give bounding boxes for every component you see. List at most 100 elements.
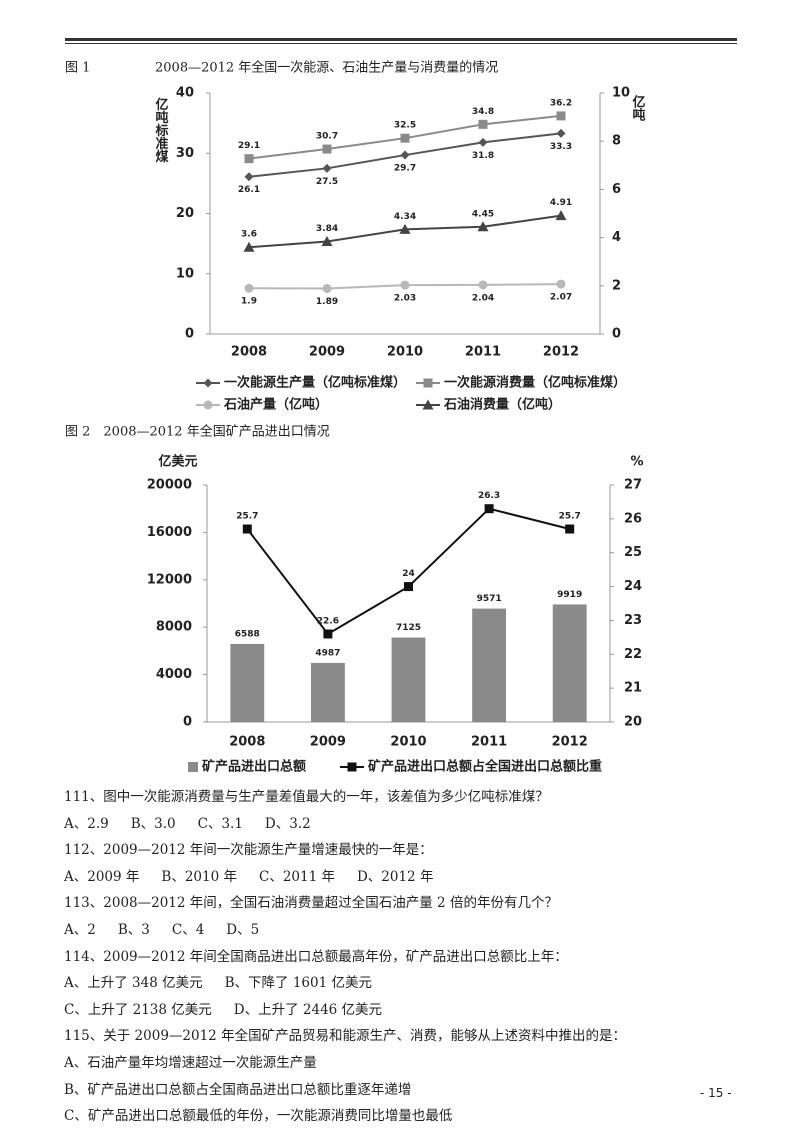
- legend-label: 一次能源生产量（亿吨标准煤）: [224, 375, 406, 391]
- y-tick-label: 20: [176, 206, 194, 221]
- data-label: 33.3: [550, 142, 572, 152]
- x-tick-label: 2010: [390, 735, 426, 750]
- axis-title: 亿美元: [158, 454, 197, 470]
- chart-title: 图 2 2008—2012 年全国矿产品进出口情况: [65, 424, 330, 440]
- marker: [243, 241, 255, 252]
- option-row: C、上升了 2138 亿美元 D、上升了 2446 亿美元: [64, 997, 744, 1024]
- option: B、3.0: [130, 815, 176, 832]
- option: C、矿产品进出口总额最低的年份，一次能源消费同比增量也最低: [64, 1108, 453, 1125]
- question-stem: 111、图中一次能源消费量与生产量差值最大的一年，该差值为多少亿吨标准煤？: [64, 789, 549, 805]
- marker: [244, 154, 254, 164]
- option: C、上升了 2138 亿美元: [64, 1001, 212, 1018]
- y2-tick-label: 24: [624, 579, 642, 594]
- data-label: 34.8: [472, 107, 494, 117]
- option: A、2009 年: [64, 868, 140, 885]
- option: B、矿产品进出口总额占全国商品进出口总额比重逐年递增: [64, 1081, 412, 1098]
- y2-tick-label: 0: [612, 327, 621, 342]
- y2-tick-label: 27: [624, 478, 642, 493]
- option-row: A、2 B、3 C、4 D、5: [64, 917, 744, 944]
- y-tick-label: 16000: [147, 525, 192, 540]
- marker: [404, 582, 413, 592]
- marker: [322, 163, 332, 173]
- data-label: 25.7: [559, 512, 581, 522]
- data-label: 3.84: [316, 224, 338, 234]
- marker: [323, 629, 333, 639]
- question-stem: 112、2009—2012 年间一次能源生产量增速最快的一年是：: [64, 842, 433, 859]
- bar: [472, 608, 507, 722]
- x-tick-label: 2010: [387, 345, 423, 360]
- x-tick-label: 2009: [309, 345, 345, 360]
- data-label: 2.07: [550, 293, 572, 303]
- x-tick-label: 2012: [552, 735, 588, 750]
- marker: [347, 762, 357, 772]
- marker: [565, 524, 575, 534]
- axis-title: 亿吨标准煤: [153, 97, 170, 164]
- data-label: 26.3: [478, 491, 500, 501]
- chart-title: 2008—2012 年全国一次能源、石油生产量与消费量的情况: [155, 60, 498, 76]
- legend-label: 矿产品进出口总额: [202, 759, 306, 775]
- y-tick-label: 20000: [147, 478, 192, 493]
- data-label: 27.5: [316, 177, 338, 187]
- option: A、2.9: [64, 815, 109, 832]
- marker: [400, 150, 410, 160]
- data-label: 6588: [235, 629, 260, 639]
- data-label: 4987: [315, 648, 340, 658]
- data-label: 29.7: [394, 164, 416, 174]
- marker: [423, 378, 433, 388]
- option: D、2012 年: [356, 868, 434, 885]
- option-row: A、2.9 B、3.0 C、3.1 D、3.2: [64, 811, 744, 838]
- data-label: 26.1: [238, 185, 260, 195]
- option: B、2010 年: [161, 868, 237, 885]
- data-label: 31.8: [472, 151, 494, 161]
- option-row: B、矿产品进出口总额占全国商品进出口总额比重逐年递增: [64, 1077, 744, 1104]
- marker: [244, 172, 254, 182]
- question-stem: 113、2008—2012 年间，全国石油消费量超过全国石油产量 2 倍的年份有…: [64, 895, 558, 912]
- bar: [310, 662, 345, 722]
- marker: [478, 137, 488, 147]
- data-label: 1.89: [316, 297, 338, 307]
- marker: [556, 128, 566, 138]
- marker: [555, 210, 567, 221]
- marker: [477, 221, 489, 232]
- legend-swatch: [188, 762, 198, 772]
- marker: [399, 223, 411, 234]
- marker: [422, 399, 434, 410]
- y2-tick-label: 4: [612, 230, 621, 245]
- legend-label: 石油产量（亿吨）: [223, 397, 328, 413]
- option: A、石油产量年均增速超过一次能源生产量: [64, 1054, 317, 1071]
- x-tick-label: 2009: [310, 735, 346, 750]
- data-label: 9571: [477, 594, 502, 604]
- marker: [322, 144, 332, 154]
- data-label: 29.1: [238, 141, 260, 151]
- y-tick-label: 0: [183, 715, 192, 730]
- marker: [321, 235, 333, 246]
- option-row: A、2009 年 B、2010 年 C、2011 年 D、2012 年: [64, 864, 744, 891]
- figure-label: 图 1: [65, 61, 90, 76]
- questions: 111、图中一次能源消费量与生产量差值最大的一年，该差值为多少亿吨标准煤？ A、2…: [64, 784, 744, 1130]
- data-label: 2.03: [394, 294, 416, 304]
- data-label: 30.7: [316, 132, 338, 142]
- y2-tick-label: 2: [612, 278, 621, 293]
- x-tick-label: 2008: [231, 345, 267, 360]
- option: C、3.1: [197, 815, 243, 832]
- data-label: 22.6: [317, 616, 339, 626]
- x-tick-label: 2008: [229, 735, 265, 750]
- y-tick-label: 30: [176, 146, 194, 161]
- header-rule: [65, 43, 737, 44]
- bar: [230, 643, 265, 722]
- y2-tick-label: 8: [612, 134, 621, 149]
- y-tick-label: 0: [185, 327, 194, 342]
- marker: [322, 283, 332, 293]
- option: D、3.2: [264, 815, 311, 832]
- y-tick-label: 12000: [147, 572, 192, 587]
- marker: [478, 119, 488, 129]
- bar: [552, 604, 587, 722]
- option-row: A、上升了 348 亿美元 B、下降了 1601 亿美元: [64, 970, 744, 997]
- y2-tick-label: 26: [624, 511, 642, 526]
- y-tick-label: 4000: [156, 667, 192, 682]
- data-label: 32.5: [394, 121, 416, 131]
- data-label: 4.34: [394, 212, 416, 222]
- option: D、5: [226, 921, 260, 938]
- option: B、3: [117, 921, 150, 938]
